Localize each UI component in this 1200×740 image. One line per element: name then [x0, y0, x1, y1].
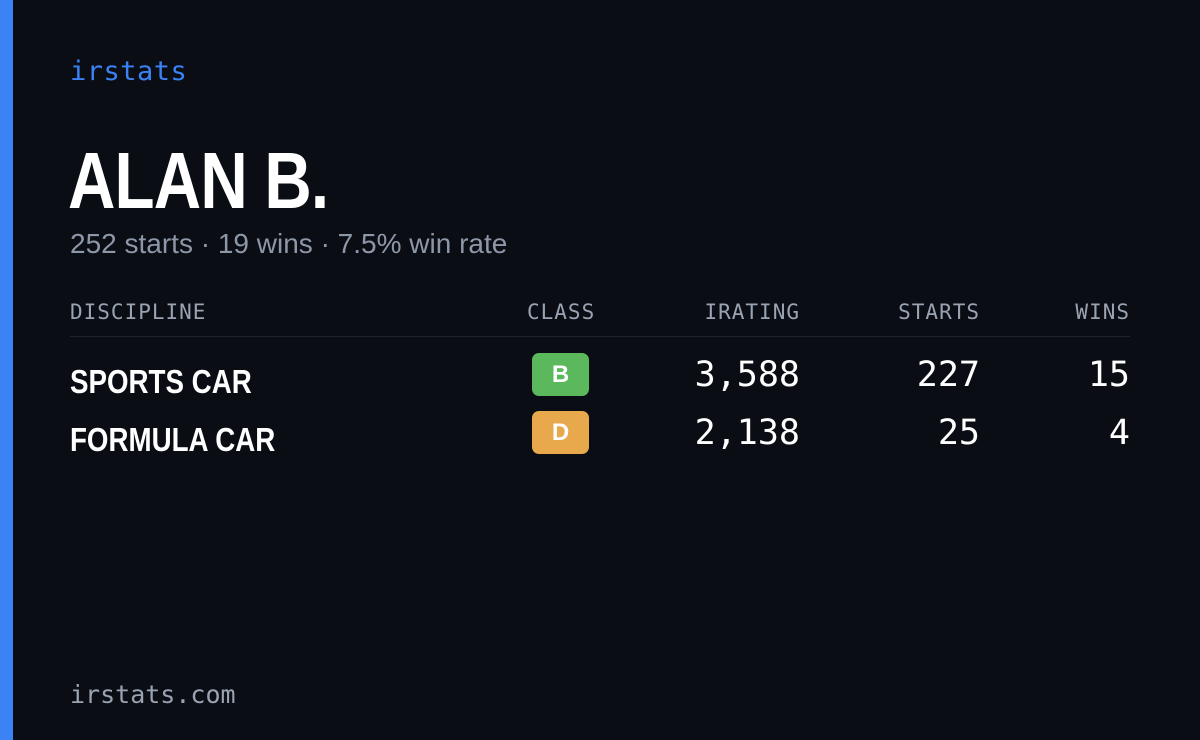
player-summary: 252 starts · 19 wins · 7.5% win rate: [70, 228, 507, 260]
class-badge: D: [532, 411, 589, 454]
row-discipline: SPORTS CAR: [70, 363, 252, 400]
table-row: SPORTS CAR B 3,588 227 15: [70, 353, 1130, 411]
row-wins: 15: [1087, 355, 1130, 395]
row-starts: 25: [937, 413, 980, 453]
table-header: DISCIPLINE CLASS IRATING STARTS WINS: [70, 296, 1130, 337]
row-starts: 227: [916, 355, 980, 395]
summary-separator: ·: [200, 228, 211, 259]
row-irating: 3,588: [694, 355, 800, 395]
summary-win-rate: 7.5% win rate: [337, 228, 508, 259]
footer-url: irstats.com: [70, 680, 236, 709]
row-wins: 4: [1108, 413, 1130, 453]
summary-wins: 19 wins: [217, 228, 313, 259]
row-discipline: FORMULA CAR: [70, 421, 276, 458]
class-badge: B: [532, 353, 589, 396]
header-class: CLASS: [527, 300, 596, 324]
summary-separator: ·: [320, 228, 330, 259]
accent-bar: [0, 0, 13, 740]
summary-starts: 252 starts: [70, 228, 193, 259]
discipline-table: DISCIPLINE CLASS IRATING STARTS WINS SPO…: [70, 296, 1130, 469]
header-irating: IRATING: [704, 300, 800, 324]
table-row: FORMULA CAR D 2,138 25 4: [70, 411, 1130, 469]
row-irating: 2,138: [694, 413, 800, 453]
header-discipline: DISCIPLINE: [70, 300, 207, 324]
brand-label: irstats: [70, 56, 188, 87]
header-starts: STARTS: [898, 300, 980, 324]
player-name: ALAN B.: [68, 136, 329, 225]
header-wins: WINS: [1075, 300, 1130, 324]
